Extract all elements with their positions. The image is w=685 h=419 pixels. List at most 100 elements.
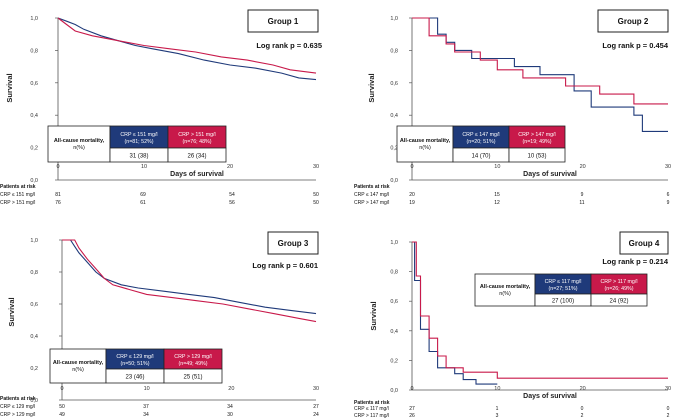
risk-row-high-label: CRP > 151 mg/l xyxy=(0,200,35,206)
y-tick-label: 0,2 xyxy=(30,146,38,152)
y-tick-label: 1,0 xyxy=(30,238,38,244)
x-tick-label: 10 xyxy=(144,386,150,392)
survival-curve-high-crp xyxy=(57,17,317,74)
risk-count-high: 26 xyxy=(409,413,415,419)
y-tick-label: 1,0 xyxy=(30,16,38,22)
risk-count-low: 37 xyxy=(143,404,149,410)
mortality-value-high-cell xyxy=(167,147,227,163)
mortality-header-high-text: CRP > 151 mg/l xyxy=(178,132,215,138)
mortality-label: All-cause mortality, xyxy=(400,138,451,144)
x-tick-label: 0 xyxy=(410,386,413,392)
panel-g3: 0,0 0,2 0,4 0,6 0,8 1,0 Survival 0 10 20 30 Group 3… xyxy=(0,231,319,418)
mortality-header-high-text: (n=26; 49%) xyxy=(604,286,633,292)
y-tick-label: 0,4 xyxy=(30,334,38,340)
mortality-label: n(%) xyxy=(499,291,511,297)
risk-row-low-label: CRP ≤ 129 mg/l xyxy=(0,404,35,410)
survival-curve-low-crp xyxy=(412,241,498,385)
risk-row-high-label: CRP > 147 mg/l xyxy=(354,200,389,206)
mortality-label: n(%) xyxy=(72,367,84,373)
y-tick-label: 0,0 xyxy=(390,388,398,394)
y-tick-label: 0,2 xyxy=(390,146,398,152)
mortality-header-high-text: CRP > 129 mg/l xyxy=(174,354,211,360)
risk-count-high: 9 xyxy=(667,200,670,206)
mortality-header-low-text: (n=50; 51%) xyxy=(120,361,149,367)
x-tick-label: 20 xyxy=(580,164,586,170)
y-tick-label: 1,0 xyxy=(390,16,398,22)
mortality-header-high-text: (n=76; 48%) xyxy=(182,139,211,145)
risk-count-low: 81 xyxy=(55,192,61,198)
mortality-label: n(%) xyxy=(73,145,85,151)
survival-curve-low-crp xyxy=(412,17,668,132)
survival-curve-high-crp xyxy=(62,239,317,323)
survival-curve-high-crp xyxy=(412,241,668,379)
mortality-label-cell xyxy=(396,125,454,163)
x-tick-label: 30 xyxy=(313,164,319,170)
y-axis-label: Survival xyxy=(5,73,14,102)
y-tick-label: 0,6 xyxy=(30,302,38,308)
mortality-label-cell xyxy=(474,273,536,307)
mortality-value-high-cell xyxy=(590,293,648,307)
mortality-header-high-text: (n=49; 49%) xyxy=(178,361,207,367)
panel-g2: 0,0 0,2 0,4 0,6 0,8 1,0 Survival 0 10 20 30 Days of… xyxy=(354,9,671,206)
risk-count-low: 34 xyxy=(227,404,233,410)
risk-count-high: 11 xyxy=(579,200,584,206)
group-title: Group 2 xyxy=(618,17,649,26)
risk-count-low: 27 xyxy=(313,404,319,410)
y-tick-label: 0,4 xyxy=(30,113,38,119)
risk-table-header: Patients at risk xyxy=(0,184,36,190)
group-title-box xyxy=(619,231,669,255)
mortality-header-low-text: (n=27; 51%) xyxy=(548,286,577,292)
group-title: Group 4 xyxy=(629,239,660,248)
risk-count-high: 56 xyxy=(229,200,235,206)
y-tick-label: 0,0 xyxy=(390,178,398,184)
x-tick-label: 10 xyxy=(141,164,147,170)
risk-count-low: 27 xyxy=(409,406,415,412)
y-tick-label: 0,6 xyxy=(30,81,38,87)
log-rank-p: Log rank p = 0.601 xyxy=(252,261,318,270)
y-tick-label: 0,8 xyxy=(30,270,38,276)
risk-count-high: 3 xyxy=(496,413,499,419)
risk-count-low: 50 xyxy=(313,192,319,198)
x-tick-label: 0 xyxy=(410,164,413,170)
risk-row-low-label: CRP ≤ 117 mg/l xyxy=(354,406,389,412)
x-axis-label: Days of survival xyxy=(170,171,224,178)
risk-count-high: 34 xyxy=(143,412,149,418)
x-tick-label: 30 xyxy=(313,386,319,392)
mortality-label: All-cause mortality, xyxy=(480,284,531,290)
mortality-header-low-text: (n=20; 51%) xyxy=(466,139,495,145)
risk-count-high: 24 xyxy=(313,412,319,418)
mortality-value-low: 23 (46) xyxy=(125,375,144,381)
y-tick-label: 0,4 xyxy=(390,113,398,119)
y-tick-label: 0,6 xyxy=(390,81,398,87)
risk-row-high-label: CRP > 117 mg/l xyxy=(354,413,389,419)
group-title-box xyxy=(247,9,319,33)
group-title: Group 1 xyxy=(268,17,299,26)
survival-curve-high-crp xyxy=(412,17,668,105)
y-tick-label: 0,8 xyxy=(390,270,398,276)
mortality-value-high-cell xyxy=(163,368,223,384)
mortality-label-cell xyxy=(47,125,111,163)
log-rank-p: Log rank p = 0.635 xyxy=(256,41,322,50)
mortality-value-low: 31 (38) xyxy=(129,154,148,160)
x-tick-label: 30 xyxy=(665,164,671,170)
x-tick-label: 0 xyxy=(56,164,59,170)
mortality-label: All-cause mortality, xyxy=(53,360,104,366)
survival-curve-low-crp xyxy=(57,17,317,81)
risk-count-low: 20 xyxy=(409,192,415,198)
risk-count-high: 50 xyxy=(313,200,319,206)
risk-table-header: Patients at risk xyxy=(354,400,390,406)
risk-count-low: 0 xyxy=(581,406,584,412)
mortality-value-low: 14 (70) xyxy=(471,154,490,160)
mortality-header-low-text: CRP ≤ 151 mg/l xyxy=(120,132,157,138)
risk-count-high: 30 xyxy=(227,412,233,418)
y-tick-label: 0,8 xyxy=(390,48,398,54)
mortality-value-high: 10 (53) xyxy=(527,154,546,160)
risk-count-low: 1 xyxy=(496,406,499,412)
mortality-header-low-text: CRP ≤ 147 mg/l xyxy=(462,132,499,138)
y-tick-label: 0,0 xyxy=(30,398,38,404)
y-tick-label: 1,0 xyxy=(390,240,398,246)
risk-count-high: 2 xyxy=(581,413,584,419)
x-tick-label: 30 xyxy=(665,386,671,392)
